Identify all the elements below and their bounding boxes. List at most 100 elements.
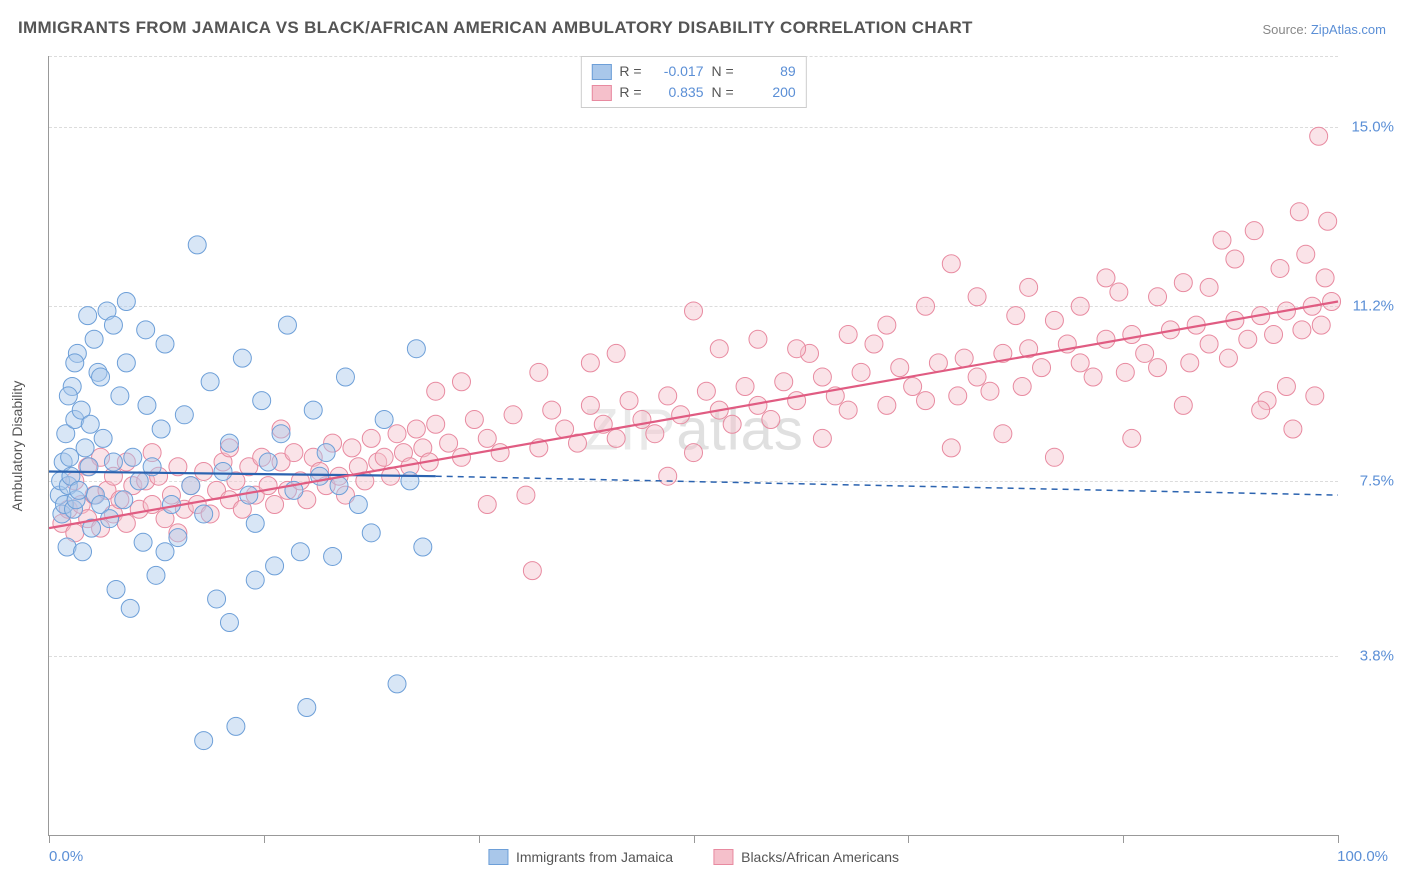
data-point	[407, 420, 425, 438]
data-point	[749, 330, 767, 348]
data-point	[152, 420, 170, 438]
data-point	[1316, 269, 1334, 287]
data-point	[1252, 401, 1270, 419]
data-point	[1226, 250, 1244, 268]
data-point	[121, 599, 139, 617]
data-point	[375, 448, 393, 466]
data-point	[147, 566, 165, 584]
data-point	[246, 514, 264, 532]
data-point	[137, 321, 155, 339]
data-point	[1312, 316, 1330, 334]
data-point	[253, 392, 271, 410]
bottom-legend-swatch-2	[713, 849, 733, 865]
legend-row-2: R = 0.835 N = 200	[591, 82, 795, 103]
legend-r-value-1: -0.017	[650, 61, 704, 82]
data-point	[452, 373, 470, 391]
x-tick	[694, 835, 695, 843]
data-point	[839, 401, 857, 419]
trend-line	[49, 302, 1338, 529]
data-point	[942, 439, 960, 457]
data-point	[130, 472, 148, 490]
x-tick	[479, 835, 480, 843]
data-point	[581, 354, 599, 372]
x-tick	[1338, 835, 1339, 843]
data-point	[1174, 274, 1192, 292]
data-point	[259, 477, 277, 495]
data-point	[904, 377, 922, 395]
data-point	[298, 699, 316, 717]
y-tick-label: 3.8%	[1360, 647, 1394, 664]
data-point	[620, 392, 638, 410]
data-point	[1293, 321, 1311, 339]
legend-r-label: R =	[619, 61, 641, 82]
x-tick	[1123, 835, 1124, 843]
data-point	[388, 675, 406, 693]
data-point	[1013, 377, 1031, 395]
data-point	[723, 415, 741, 433]
data-point	[878, 316, 896, 334]
scatter-plot	[49, 56, 1338, 835]
data-point	[607, 429, 625, 447]
data-point	[115, 491, 133, 509]
data-point	[427, 415, 445, 433]
data-point	[246, 571, 264, 589]
data-point	[543, 401, 561, 419]
data-point	[1181, 354, 1199, 372]
legend-n-label: N =	[712, 82, 734, 103]
data-point	[59, 387, 77, 405]
bottom-legend-label-1: Immigrants from Jamaica	[516, 849, 673, 865]
data-point	[852, 363, 870, 381]
data-point	[942, 255, 960, 273]
data-point	[401, 472, 419, 490]
data-point	[427, 382, 445, 400]
bottom-legend-item-1: Immigrants from Jamaica	[488, 849, 673, 865]
data-point	[233, 349, 251, 367]
data-point	[1045, 311, 1063, 329]
data-point	[478, 496, 496, 514]
data-point	[362, 524, 380, 542]
x-axis-min-label: 0.0%	[49, 848, 83, 865]
data-point	[278, 316, 296, 334]
data-point	[523, 562, 541, 580]
data-point	[465, 411, 483, 429]
data-point	[697, 382, 715, 400]
bottom-legend-swatch-1	[488, 849, 508, 865]
x-tick	[264, 835, 265, 843]
data-point	[1306, 387, 1324, 405]
data-point	[685, 444, 703, 462]
data-point	[813, 429, 831, 447]
source-link[interactable]: ZipAtlas.com	[1311, 22, 1386, 37]
data-point	[929, 354, 947, 372]
data-point	[175, 406, 193, 424]
data-point	[214, 462, 232, 480]
data-point	[266, 496, 284, 514]
data-point	[317, 444, 335, 462]
data-point	[1149, 359, 1167, 377]
data-point	[1071, 297, 1089, 315]
data-point	[917, 297, 935, 315]
data-point	[968, 288, 986, 306]
data-point	[581, 396, 599, 414]
data-point	[375, 411, 393, 429]
data-point	[188, 236, 206, 254]
data-point	[1239, 330, 1257, 348]
legend-stats-box: R = -0.017 N = 89 R = 0.835 N = 200	[580, 56, 806, 108]
data-point	[220, 614, 238, 632]
y-tick-label: 11.2%	[1353, 298, 1394, 315]
data-point	[659, 467, 677, 485]
data-point	[220, 434, 238, 452]
legend-n-label: N =	[712, 61, 734, 82]
data-point	[788, 340, 806, 358]
chart-title: IMMIGRANTS FROM JAMAICA VS BLACK/AFRICAN…	[18, 18, 973, 38]
data-point	[76, 439, 94, 457]
data-point	[1123, 429, 1141, 447]
legend-r-value-2: 0.835	[650, 82, 704, 103]
data-point	[917, 392, 935, 410]
data-point	[775, 373, 793, 391]
data-point	[949, 387, 967, 405]
data-point	[1045, 448, 1063, 466]
data-point	[61, 448, 79, 466]
source-attribution: Source: ZipAtlas.com	[1262, 22, 1386, 37]
bottom-legend-label-2: Blacks/African Americans	[741, 849, 899, 865]
data-point	[994, 425, 1012, 443]
